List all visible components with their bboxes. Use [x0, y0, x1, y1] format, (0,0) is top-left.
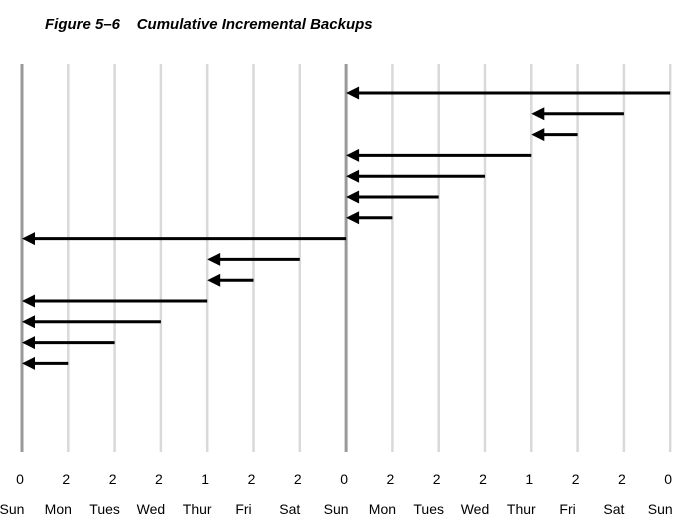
arrow-head [346, 211, 360, 225]
day-label: Tues [413, 501, 444, 517]
backup-level-label: 2 [109, 471, 117, 487]
backup-level-label: 0 [16, 471, 24, 487]
backup-level-label: 1 [525, 471, 533, 487]
day-label: Thur [507, 501, 536, 517]
backup-level-label: 2 [62, 471, 70, 487]
arrow-head [346, 148, 360, 162]
day-label: Thur [183, 501, 212, 517]
backup-arrow [22, 336, 115, 350]
arrow-head [22, 232, 35, 246]
backup-arrows [22, 86, 671, 370]
backup-arrow [531, 107, 624, 121]
day-gridlines [20, 64, 672, 452]
arrow-head [346, 86, 360, 100]
backup-arrow [346, 211, 393, 225]
arrow-head [207, 273, 221, 287]
backup-level-label: 1 [201, 471, 209, 487]
backup-arrow [346, 190, 439, 204]
backup-level-label: 2 [248, 471, 256, 487]
day-label: Sat [279, 501, 300, 517]
backup-level-label: 0 [340, 471, 348, 487]
day-label: Mon [45, 501, 72, 517]
day-label: Sun [324, 501, 349, 517]
backup-arrow [346, 169, 485, 183]
arrow-head [531, 128, 545, 142]
backup-arrow [346, 148, 532, 162]
day-label: Fri [559, 501, 575, 517]
backup-level-labels: 0 2 2 2 1 2 2 0 2 2 2 1 2 2 0 [16, 471, 672, 487]
backup-level-label: 2 [294, 471, 302, 487]
day-label: Wed [137, 501, 166, 517]
backup-arrow [22, 315, 161, 329]
day-label: Fri [235, 501, 251, 517]
figure-title: Figure 5–6 Cumulative Incremental Backup… [45, 16, 373, 33]
backup-level-label: 2 [433, 471, 441, 487]
arrow-head [22, 356, 35, 370]
backup-level-label: 2 [155, 471, 163, 487]
day-label: Sat [603, 501, 624, 517]
backup-arrow [207, 273, 254, 287]
backup-level-label: 2 [618, 471, 626, 487]
day-labels: Sun Mon Tues Wed Thur Fri Sat Sun Mon Tues Wed Thur… [0, 501, 673, 517]
day-label: Sun [648, 501, 673, 517]
backup-arrow [531, 128, 578, 142]
backup-arrow [346, 86, 671, 100]
day-label: Sun [0, 501, 24, 517]
backup-level-label: 2 [479, 471, 487, 487]
arrow-head [22, 315, 35, 329]
backup-arrow [22, 356, 69, 370]
backup-level-label: 2 [387, 471, 395, 487]
backup-level-label: 2 [572, 471, 580, 487]
backup-arrow [207, 252, 300, 266]
arrow-head [22, 294, 35, 308]
arrow-head [531, 107, 545, 121]
backup-level-label: 0 [664, 471, 672, 487]
arrow-head [346, 190, 360, 204]
arrow-head [207, 252, 221, 266]
day-label: Wed [461, 501, 490, 517]
day-label: Tues [89, 501, 120, 517]
backup-arrow [22, 294, 208, 308]
day-label: Mon [369, 501, 396, 517]
arrow-head [346, 169, 360, 183]
arrow-head [22, 336, 35, 350]
backup-arrow [22, 232, 347, 246]
